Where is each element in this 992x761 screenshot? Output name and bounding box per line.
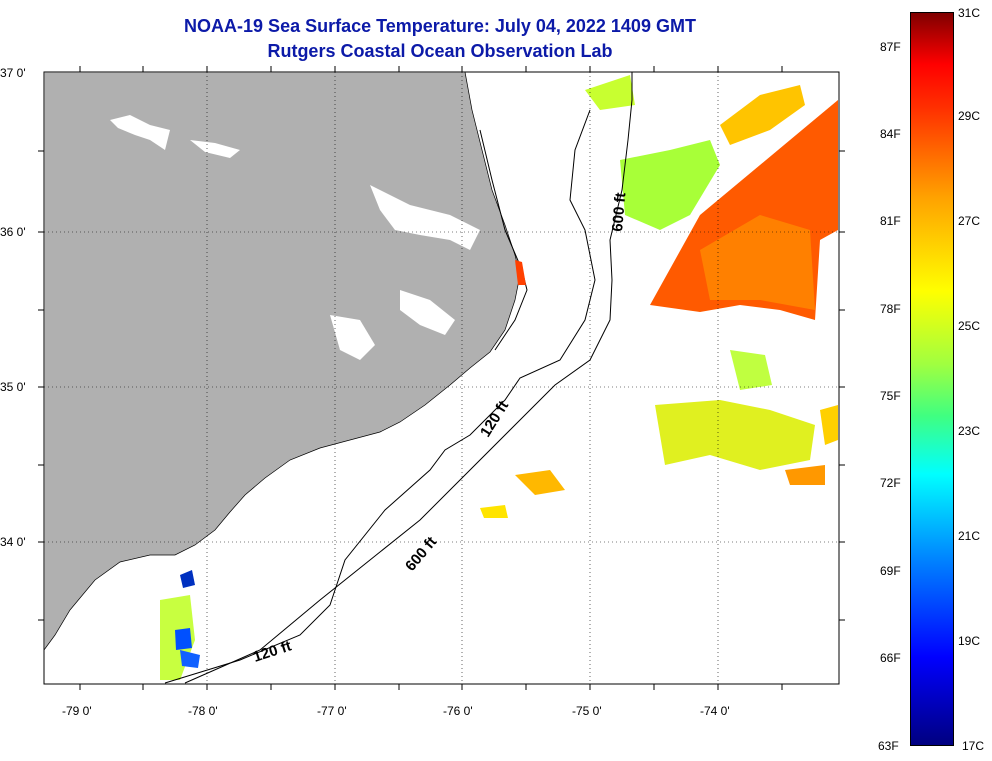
- colorbar-f-78: 78F: [880, 302, 901, 316]
- lon-label-78: -78 0': [188, 704, 218, 718]
- inland-water: [110, 115, 480, 360]
- colorbar-f-87: 87F: [880, 40, 901, 54]
- isobath-label-600-upper: 600 ft: [609, 192, 629, 233]
- sst-patches: [160, 75, 838, 680]
- colorbar-f-72: 72F: [880, 476, 901, 490]
- map-title: NOAA-19 Sea Surface Temperature: July 04…: [184, 16, 696, 36]
- colorbar-f-66: 66F: [880, 651, 901, 665]
- lon-label-76: -76 0': [443, 704, 473, 718]
- colorbar-c-25: 25C: [958, 319, 981, 333]
- map-subtitle: Rutgers Coastal Ocean Observation Lab: [267, 41, 613, 61]
- colorbar-c-29: 29C: [958, 109, 981, 123]
- lat-label-36: 36 0': [0, 225, 26, 239]
- colorbar-c-31: 31C: [958, 6, 981, 20]
- axis-ticks: [38, 66, 845, 690]
- lon-label-75: -75 0': [572, 704, 602, 718]
- temperature-colorbar: [910, 12, 954, 746]
- colorbar-c-17: 17C: [962, 739, 985, 753]
- lon-label-74: -74 0': [700, 704, 730, 718]
- colorbar-f-81: 81F: [880, 214, 901, 228]
- lat-label-37: 37 0': [0, 66, 26, 80]
- colorbar-c-21: 21C: [958, 529, 981, 543]
- isobath-600ft: [184, 72, 633, 684]
- colorbar-f-75: 75F: [880, 389, 901, 403]
- colorbar-f-84: 84F: [880, 127, 901, 141]
- lon-label-77: -77 0': [317, 704, 347, 718]
- colorbar-f-69: 69F: [880, 564, 901, 578]
- colorbar-c-23: 23C: [958, 424, 981, 438]
- graticule: [44, 72, 839, 684]
- colorbar-f-63: 63F: [878, 739, 899, 753]
- lon-label-79: -79 0': [62, 704, 92, 718]
- lat-label-35: 35 0': [0, 380, 26, 394]
- lat-label-34: 34 0': [0, 535, 26, 549]
- colorbar-c-19: 19C: [958, 634, 981, 648]
- isobath-120ft: [164, 109, 596, 684]
- colorbar-c-27: 27C: [958, 214, 981, 228]
